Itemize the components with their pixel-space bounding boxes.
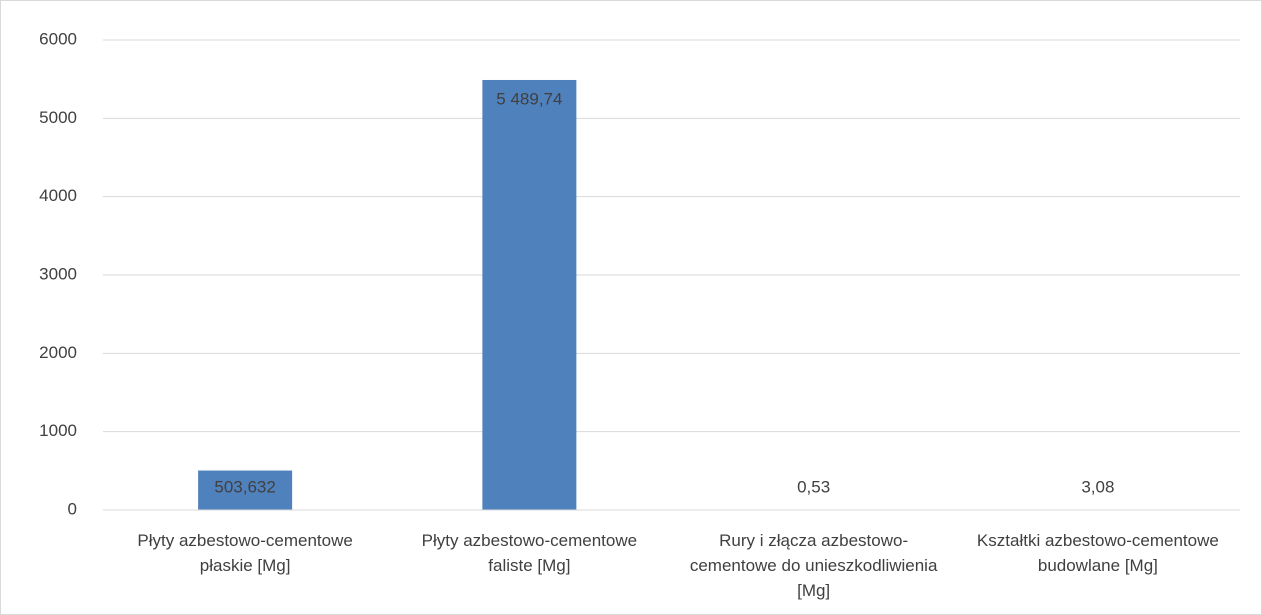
y-tick-label: 6000: [39, 29, 77, 48]
y-tick-label: 3000: [39, 264, 77, 283]
y-tick-label: 1000: [39, 421, 77, 440]
y-tick-label: 5000: [39, 108, 77, 127]
bar: [482, 79, 577, 510]
bar: [198, 470, 293, 510]
y-tick-label: 0: [68, 499, 77, 518]
x-tick-label: Płyty azbestowo-cementowe płaskie [Mg]: [137, 531, 353, 575]
data-label: 503,632: [214, 477, 275, 496]
x-tick-label: Płyty azbestowo-cementowe faliste [Mg]: [421, 531, 638, 575]
y-tick-label: 2000: [39, 343, 77, 362]
y-tick-label: 4000: [39, 186, 77, 205]
data-label: 3,08: [1081, 477, 1114, 496]
x-tick-label: Kształtki azbestowo-cementowe budowlane …: [976, 531, 1219, 575]
x-tick-label: Rury i złącza azbestowo-cementowe do uni…: [689, 531, 938, 600]
data-label: 5 489,74: [496, 89, 562, 108]
data-label: 0,53: [797, 477, 830, 496]
